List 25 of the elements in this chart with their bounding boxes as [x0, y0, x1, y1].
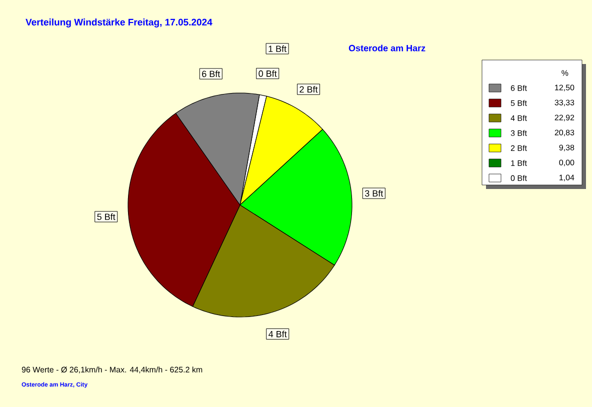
category-label: 1 Bft: [268, 45, 286, 52]
legend-label: 6 Bft: [510, 85, 527, 91]
text: 96 Werte - Ø 26,1km/h - Max. 44,4km/h - 625.2 km: [22, 366, 202, 374]
data-label: 22,92: [554, 114, 574, 122]
legend-label: 0 Bft: [510, 175, 527, 181]
text: 0,00: [559, 160, 574, 166]
slice-label: 6 Bft: [202, 70, 220, 78]
slice-label: 2 Bft: [300, 86, 318, 93]
chart-subtitle: Osterode am Harz: [348, 44, 426, 52]
data-label: 12,50: [555, 84, 574, 92]
legend-label: 3 Bft: [510, 130, 527, 136]
slice-label: 5 Bft: [97, 213, 116, 220]
data-label: 33,33: [554, 100, 574, 106]
slice-label: 0 Bft: [258, 70, 277, 77]
legend-label: 4 Bft: [510, 115, 527, 121]
data-label: 20,83: [554, 130, 574, 136]
legend-title: %: [562, 70, 568, 76]
data-label: 1,04: [560, 174, 574, 182]
slice-label: 4 Bft: [268, 330, 287, 338]
slice-label: 3 Bft: [364, 190, 384, 197]
legend-label: 5 Bft: [510, 100, 527, 106]
legend-label: 1 Bft: [511, 160, 527, 166]
chart-title: Verteilung Windstärke Freitag, 17.05.2024: [26, 18, 212, 28]
legend-label: 2 Bft: [510, 145, 527, 151]
data-label: 9,38: [559, 144, 574, 152]
